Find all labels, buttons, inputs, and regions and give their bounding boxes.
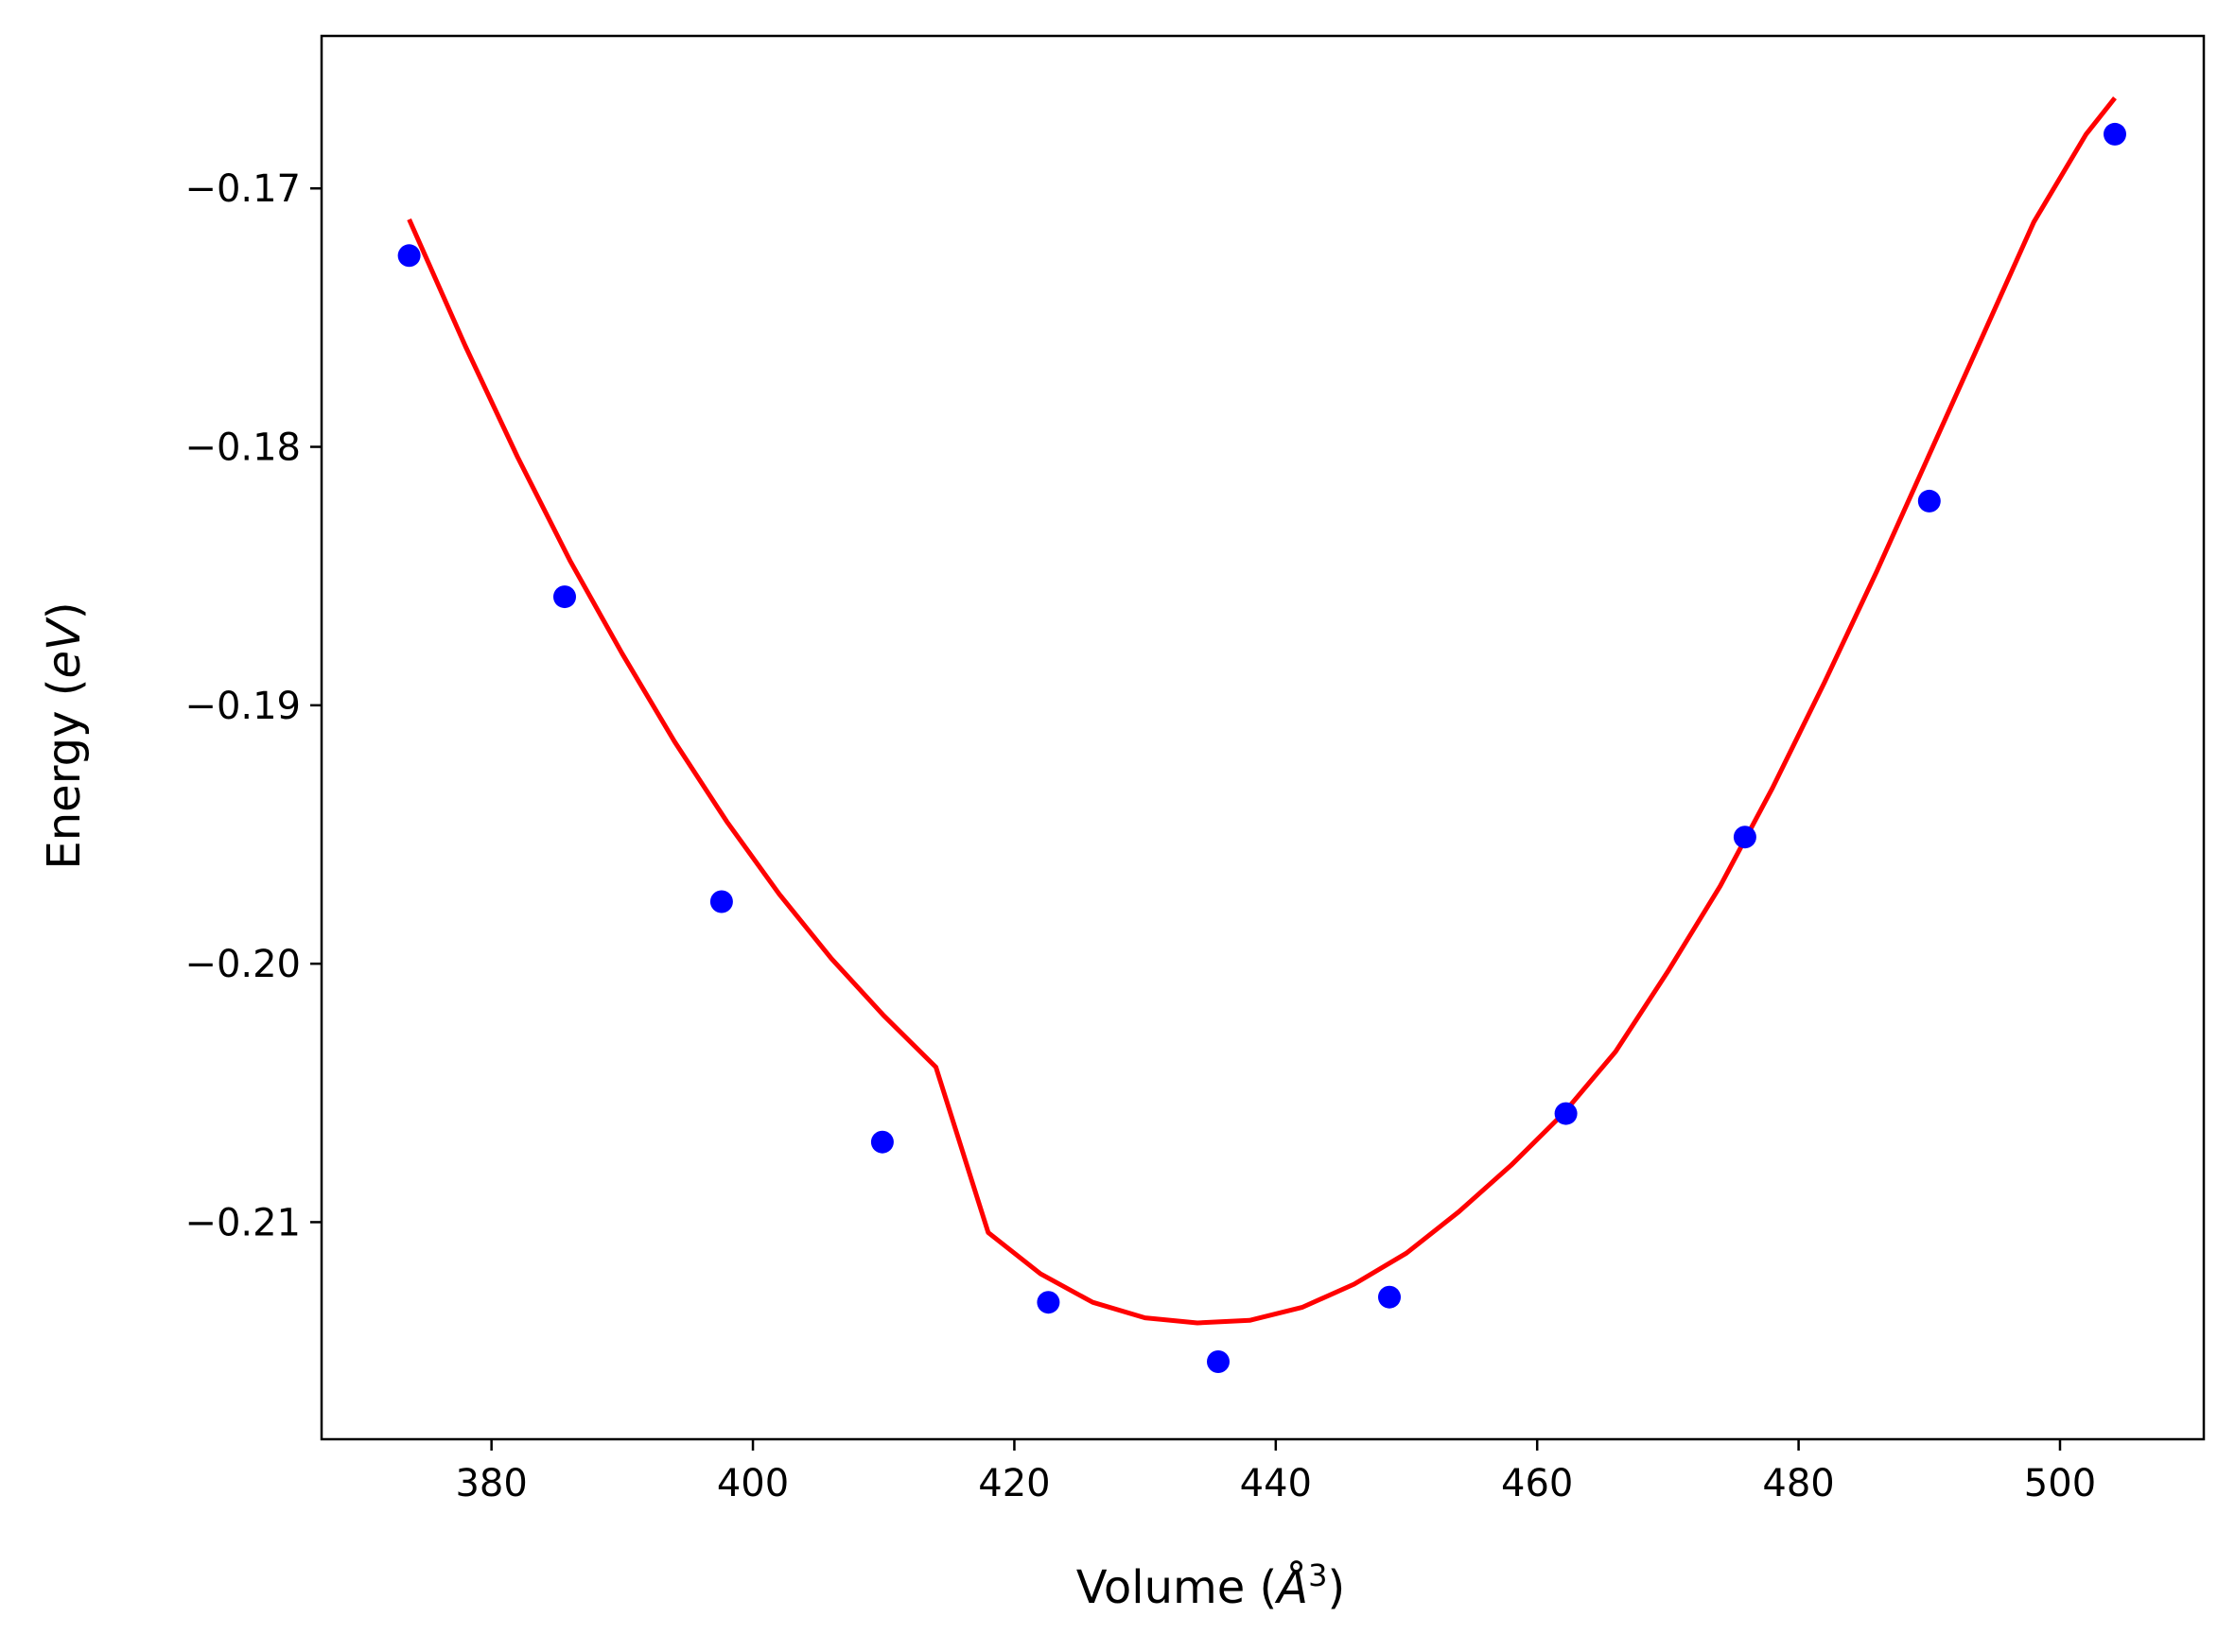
y-axis: −0.17 −0.18 −0.19 −0.20 −0.21 (184, 167, 322, 1244)
data-point (1207, 1350, 1230, 1373)
y-tick-label: −0.20 (184, 943, 301, 986)
plot-area (397, 96, 2126, 1373)
data-point (1037, 1291, 1060, 1314)
x-tick-label: 480 (1762, 1462, 1834, 1505)
data-point (1733, 826, 1756, 849)
data-point (397, 244, 421, 268)
data-point (553, 585, 576, 609)
x-tick-label: 440 (1240, 1462, 1312, 1505)
fit-curve-line (407, 96, 2117, 1326)
y-tick-label: −0.19 (184, 685, 301, 728)
data-point (2104, 122, 2126, 146)
y-tick-label: −0.17 (184, 167, 301, 211)
data-point (709, 890, 733, 913)
x-tick-label: 400 (717, 1462, 789, 1505)
x-tick-label: 420 (978, 1462, 1050, 1505)
x-tick-label: 460 (1501, 1462, 1573, 1505)
data-point (1378, 1285, 1401, 1309)
y-axis-label: Energy (eV) (38, 601, 91, 869)
data-point (1554, 1102, 1578, 1125)
x-tick-label: 380 (455, 1462, 527, 1505)
data-point (1917, 489, 1941, 513)
x-axis: 380 400 420 440 460 480 500 (455, 1439, 2096, 1505)
y-tick-label: −0.18 (184, 426, 301, 470)
data-point (870, 1130, 894, 1154)
y-tick-label: −0.21 (184, 1201, 301, 1244)
x-tick-label: 500 (2024, 1462, 2096, 1505)
x-axis-label: Volume (Å3) (1076, 1557, 1345, 1614)
plot-frame (320, 34, 2206, 1441)
